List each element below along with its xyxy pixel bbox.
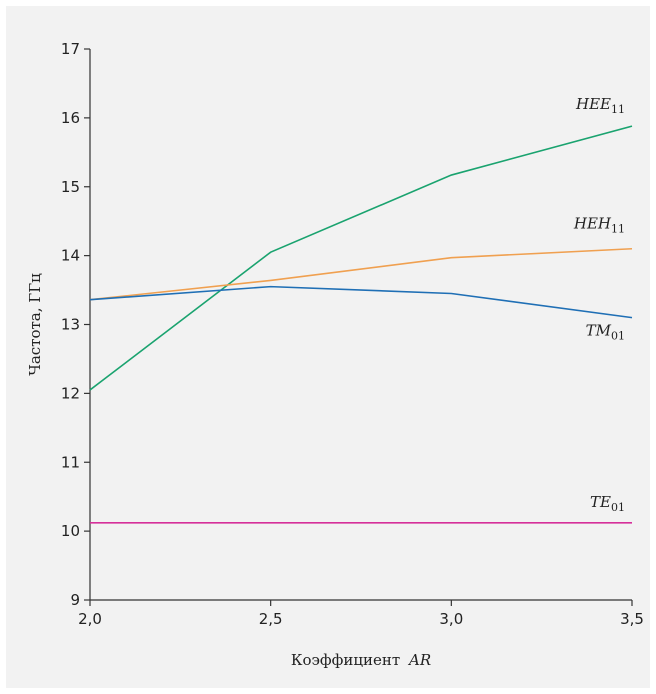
chart-panel — [6, 6, 650, 688]
series-line-heh11 — [89, 247, 633, 301]
x-axis-title: Коэффициент AR — [291, 651, 431, 669]
series-labels: HEE11 HEH11 TM01 TE01 — [573, 95, 625, 514]
y-tick-label: 12 — [61, 384, 80, 402]
series-label-te01: TE01 — [590, 493, 625, 514]
y-tick-label: 9 — [70, 591, 80, 609]
y-tick-label: 15 — [61, 178, 80, 196]
x-tick-label: 3,0 — [439, 610, 463, 628]
y-tick-label: 10 — [61, 522, 80, 540]
x-tick-label: 3,5 — [620, 610, 644, 628]
axes — [89, 49, 632, 601]
series-label-hee11: HEE11 — [575, 95, 625, 116]
y-tick-label: 16 — [61, 109, 80, 127]
series-label-heh11: HEH11 — [573, 215, 625, 236]
x-tick-label: 2,5 — [259, 610, 283, 628]
x-tick-label: 2,0 — [78, 610, 102, 628]
series-line-tm01 — [89, 285, 633, 319]
x-ticks: 2,0 2,5 3,0 3,5 — [78, 600, 644, 628]
y-ticks: 9 10 11 12 13 14 15 16 17 — [61, 40, 90, 609]
series-label-tm01: TM01 — [586, 322, 625, 343]
y-tick-label: 14 — [61, 247, 80, 265]
x-axis-title-text: Коэффициент — [291, 651, 400, 669]
y-tick-label: 17 — [61, 40, 80, 58]
series-lines — [89, 125, 633, 524]
y-tick-label: 13 — [61, 316, 80, 334]
x-axis-title-variable: AR — [407, 651, 431, 669]
series-line-hee11 — [89, 125, 633, 391]
y-tick-label: 11 — [61, 453, 80, 471]
y-axis-title: Частота, ГГц — [26, 273, 44, 376]
